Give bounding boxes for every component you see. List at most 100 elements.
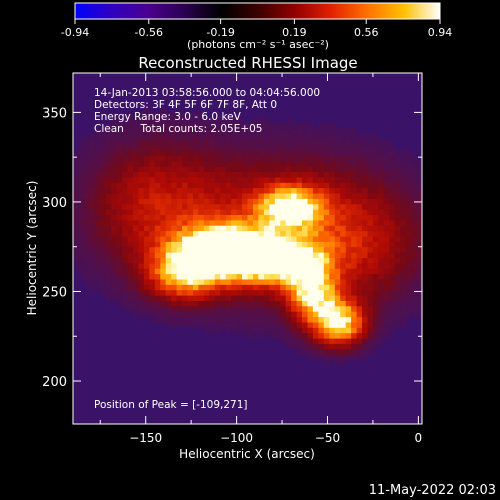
heat-cell <box>203 278 210 285</box>
heat-cell <box>220 182 227 189</box>
heat-cell <box>323 182 330 189</box>
heat-cell <box>100 128 107 135</box>
heat-cell <box>214 257 221 264</box>
heat-cell <box>214 203 221 210</box>
heat-cell <box>187 321 194 328</box>
heat-cell <box>405 203 412 210</box>
heat-cell <box>100 278 107 285</box>
heat-cell <box>198 316 205 323</box>
heat-cell <box>247 198 254 205</box>
heat-cell <box>127 278 134 285</box>
heat-cell <box>302 278 308 285</box>
heat-cell <box>133 257 139 264</box>
heat-cell <box>182 214 189 221</box>
heat-cell <box>312 128 319 135</box>
heat-cell <box>133 225 139 232</box>
heat-cell <box>225 311 232 318</box>
heat-cell <box>111 160 118 167</box>
heat-cell <box>78 252 85 258</box>
heat-cell <box>160 166 167 172</box>
heat-cell <box>78 144 85 151</box>
heat-cell <box>307 128 314 135</box>
heat-cell <box>274 155 281 162</box>
heat-cell <box>203 187 210 194</box>
heat-cell <box>203 160 210 167</box>
heat-cell <box>280 332 287 339</box>
heat-cell <box>100 225 107 232</box>
heat-cell <box>307 246 314 253</box>
heat-cell <box>258 230 265 237</box>
heat-cell <box>220 289 227 296</box>
heat-cell <box>367 321 374 328</box>
heat-cell <box>405 198 412 205</box>
heat-cell <box>149 300 156 307</box>
heat-cell <box>225 236 232 242</box>
heat-cell <box>362 246 368 253</box>
heat-cell <box>160 278 167 285</box>
heat-cell <box>383 316 390 323</box>
heat-cell <box>411 225 418 232</box>
heat-cell <box>323 209 330 215</box>
heat-cell <box>340 305 347 312</box>
heat-cell <box>73 176 79 183</box>
heat-cell <box>383 187 390 194</box>
heat-cell <box>405 268 412 275</box>
heat-cell <box>405 295 412 301</box>
heat-cell <box>291 209 298 215</box>
heat-cell <box>302 348 308 355</box>
heat-cell <box>143 311 150 318</box>
heat-cell <box>362 300 368 307</box>
heat-cell <box>247 128 254 135</box>
heat-cell <box>94 268 101 275</box>
colorbar-tick-label-2: -0.19 <box>206 26 234 39</box>
heat-cell <box>209 305 216 312</box>
heat-cell <box>133 166 139 172</box>
heat-cell <box>160 305 167 312</box>
heat-cell <box>258 198 265 205</box>
heat-cell <box>122 241 129 248</box>
heat-cell <box>258 123 265 129</box>
heat-cell <box>220 187 227 194</box>
heat-cell <box>171 321 178 328</box>
heat-cell <box>149 225 156 232</box>
heat-cell <box>111 278 118 285</box>
heat-cell <box>312 203 319 210</box>
heat-cell <box>329 278 336 285</box>
heat-cell <box>203 300 210 307</box>
heat-cell <box>318 225 325 232</box>
heat-cell <box>307 155 314 162</box>
heat-cell <box>302 343 308 350</box>
heat-cell <box>302 252 308 258</box>
heat-cell <box>323 252 330 258</box>
heat-cell <box>394 150 401 156</box>
heat-cell <box>405 278 412 285</box>
heat-cell <box>225 268 232 275</box>
heat-cell <box>334 338 341 344</box>
heat-cell <box>258 289 265 296</box>
heat-cell <box>400 225 407 232</box>
heat-cell <box>258 262 265 269</box>
heat-cell <box>122 193 129 199</box>
heat-cell <box>203 311 210 318</box>
heat-cell <box>198 176 205 183</box>
heat-cell <box>274 327 281 334</box>
heat-cell <box>176 236 183 242</box>
heat-cell <box>198 214 205 221</box>
heat-cell <box>362 214 368 221</box>
heat-cell <box>389 176 396 183</box>
heat-cell <box>405 160 412 167</box>
heat-cell <box>302 128 308 135</box>
heat-cell <box>378 150 385 156</box>
heat-cell <box>143 193 150 199</box>
heat-cell <box>291 128 298 135</box>
heat-cell <box>340 182 347 189</box>
heat-cell <box>116 160 123 167</box>
heat-cell <box>193 209 199 215</box>
heat-cell <box>138 278 145 285</box>
heat-cell <box>253 295 259 301</box>
heat-cell <box>193 311 199 318</box>
heat-cell <box>302 193 308 199</box>
heat-cell <box>263 241 270 248</box>
heat-cell <box>263 193 270 199</box>
heat-cell <box>220 214 227 221</box>
